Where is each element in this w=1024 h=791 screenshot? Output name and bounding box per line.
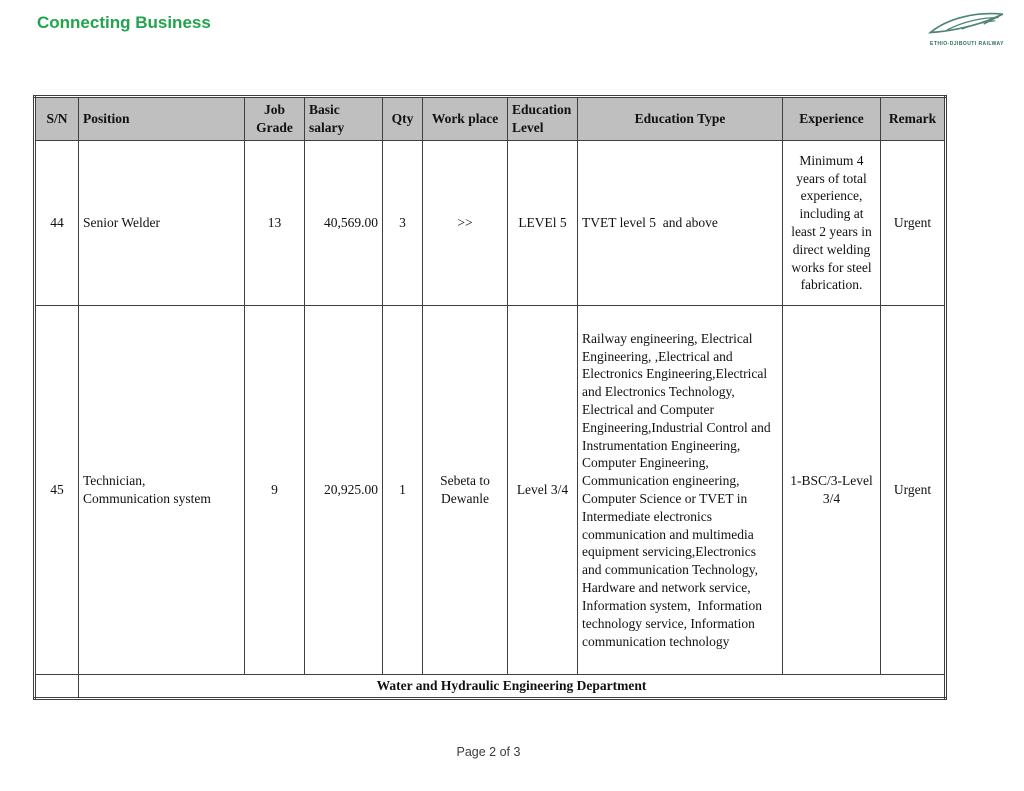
logo: ETHIO-DJIBOUTI RAILWAY — [923, 10, 1011, 47]
cell-job-grade: 13 — [244, 140, 305, 306]
cell-qty: 1 — [382, 305, 423, 675]
railway-swoosh-icon — [927, 12, 1004, 34]
cell-experience: Minimum 4 years of total experience, inc… — [782, 140, 881, 306]
cell-position: Senior Welder — [78, 140, 245, 306]
cell-education-type: TVET level 5 and above — [577, 140, 783, 306]
cell-remark: Urgent — [880, 140, 946, 306]
tagline: Connecting Business — [37, 13, 211, 32]
cell-education-level: LEVEl 5 — [507, 140, 578, 306]
cell-experience: 1-BSC/3-Level 3/4 — [782, 305, 881, 675]
cell-qty: 3 — [382, 140, 423, 306]
cell-basic-salary: 40,569.00 — [304, 140, 383, 306]
logo-text: ETHIO-DJIBOUTI RAILWAY — [930, 41, 1004, 47]
vacancy-table: S/N Position Job Grade Basic salary Qty … — [33, 95, 947, 700]
column-header-education-level: Education Level — [507, 96, 578, 141]
cell-education-type: Railway engineering, Electrical Engineer… — [577, 305, 783, 675]
header-row: S/N Position Job Grade Basic salary Qty … — [34, 96, 946, 141]
cell-work-place: Sebeta to Dewanle — [422, 305, 508, 675]
column-header-remark: Remark — [880, 96, 946, 141]
column-header-work-place: Work place — [422, 96, 508, 141]
cell-sn: 45 — [34, 305, 79, 675]
column-header-experience: Experience — [782, 96, 881, 141]
page-indicator: Page 2 of 3 — [456, 745, 521, 759]
column-header-job-grade: Job Grade — [244, 96, 305, 141]
column-header-education-type: Education Type — [577, 96, 783, 141]
table-row: 44 Senior Welder 13 40,569.00 3 >> LEVEl… — [34, 140, 946, 306]
section-footer-row: Water and Hydraulic Engineering Departme… — [34, 674, 946, 699]
cell-sn: 44 — [34, 140, 79, 306]
column-header-qty: Qty — [382, 96, 423, 141]
table-row: 45 Technician, Communication system 9 20… — [34, 305, 946, 675]
column-header-basic-salary: Basic salary — [304, 96, 383, 141]
cell-job-grade: 9 — [244, 305, 305, 675]
cell-position: Technician, Communication system — [78, 305, 245, 675]
cell-basic-salary: 20,925.00 — [304, 305, 383, 675]
cell-work-place: >> — [422, 140, 508, 306]
column-header-sn: S/N — [34, 96, 79, 141]
section-footer-cell: Water and Hydraulic Engineering Departme… — [78, 674, 946, 699]
cell-remark: Urgent — [880, 305, 946, 675]
column-header-position: Position — [78, 96, 245, 141]
cell-education-level: Level 3/4 — [507, 305, 578, 675]
empty-cell — [34, 674, 79, 699]
